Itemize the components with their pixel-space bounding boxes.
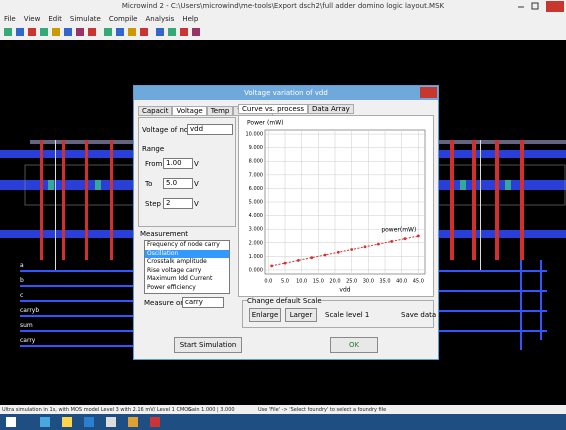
- scale-group: Change default Scale Enlarge Larger Scal…: [242, 300, 434, 328]
- list-item[interactable]: Power efficiency: [145, 284, 229, 293]
- from-input[interactable]: 1.00: [163, 158, 193, 169]
- voltage-panel: Voltage of node vdd Range From 1.00 V To…: [138, 117, 236, 227]
- menu-item[interactable]: Simulate: [70, 14, 101, 25]
- x-tick-label: 35.0: [379, 279, 390, 285]
- node-label: b: [20, 277, 39, 292]
- menu-item[interactable]: Analysis: [145, 14, 174, 25]
- data-point: [270, 264, 273, 267]
- data-point: [310, 256, 313, 259]
- start-button[interactable]: Start Simulation: [174, 337, 242, 353]
- to-input[interactable]: 5.0: [163, 178, 193, 189]
- scale-label: Change default Scale: [247, 297, 322, 305]
- tab[interactable]: Temp: [207, 106, 234, 116]
- save-data[interactable]: Save data: [401, 311, 436, 319]
- y-tick-label: 5.000: [249, 200, 263, 206]
- to-label: To: [145, 180, 152, 188]
- y-axis-label: Power (mW): [247, 120, 284, 127]
- x-tick-label: 5.0: [281, 279, 289, 285]
- from-label: From: [145, 160, 162, 168]
- list-item[interactable]: Frequency of node carry: [145, 241, 229, 250]
- series-label: power(mW): [381, 226, 416, 233]
- tab[interactable]: Curve vs. process: [238, 104, 308, 114]
- status-right: Use 'File' -> 'Select foundry' to select…: [258, 406, 386, 414]
- dialog-title: Voltage variation of vdd: [134, 86, 438, 100]
- measure-on-select[interactable]: carry: [182, 297, 224, 308]
- x-tick-label: 40.0: [396, 279, 407, 285]
- x-tick-label: 10.0: [296, 279, 307, 285]
- y-tick-label: 1.000: [249, 254, 263, 260]
- y-tick-label: 8.000: [249, 159, 263, 165]
- tab[interactable]: Capacit: [138, 106, 172, 116]
- y-tick-label: 0.000: [249, 267, 263, 273]
- tab[interactable]: Voltage: [172, 106, 206, 116]
- menu-item[interactable]: Help: [182, 14, 198, 25]
- unit: V: [194, 180, 199, 188]
- x-tick-label: 0.0: [264, 279, 272, 285]
- tab[interactable]: Data Array: [308, 104, 354, 114]
- window-title: Microwind 2 - C:\Users\microwind\me-tool…: [0, 0, 566, 13]
- step-input[interactable]: 2: [163, 198, 193, 209]
- list-item[interactable]: Rise voltage carry: [145, 267, 229, 276]
- node-select[interactable]: vdd: [187, 124, 233, 135]
- larger-button[interactable]: Larger: [285, 308, 317, 322]
- data-point: [364, 245, 367, 248]
- list-item[interactable]: Crosstalk amplitude: [145, 258, 229, 267]
- x-tick-label: 45.0: [413, 279, 424, 285]
- menu-item[interactable]: Edit: [48, 14, 62, 25]
- data-point: [324, 254, 327, 257]
- ok-button[interactable]: OK: [330, 337, 378, 353]
- y-tick-label: 9.000: [249, 145, 263, 151]
- x-axis-label: vdd: [339, 287, 350, 294]
- x-tick-label: 30.0: [363, 279, 374, 285]
- data-point: [417, 235, 420, 238]
- data-point: [284, 262, 287, 265]
- y-tick-label: 3.000: [249, 227, 263, 233]
- menu-item[interactable]: File: [4, 14, 16, 25]
- data-point: [337, 251, 340, 254]
- x-tick-label: 25.0: [346, 279, 357, 285]
- menu-item[interactable]: Compile: [109, 14, 138, 25]
- menu-item[interactable]: View: [24, 14, 41, 25]
- menu-bar: File View Edit Simulate Compile Analysis Help: [4, 14, 206, 25]
- node-label: sum: [20, 322, 39, 337]
- node-label: carryb: [20, 307, 39, 322]
- x-tick-label: 20.0: [329, 279, 340, 285]
- range-label: Range: [142, 145, 164, 153]
- dialog-close[interactable]: [420, 87, 437, 98]
- data-point: [377, 243, 380, 246]
- node-label: c: [20, 292, 39, 307]
- y-tick-label: 6.000: [249, 186, 263, 192]
- y-tick-label: 10.000: [246, 132, 264, 138]
- y-tick-label: 4.000: [249, 213, 263, 219]
- data-point: [404, 237, 407, 240]
- step-label: Step: [145, 200, 161, 208]
- status-left: Ultra simulation in 1s, with MOS model L…: [2, 406, 191, 414]
- unit: V: [194, 160, 199, 168]
- list-item[interactable]: Maximum Idd Current: [145, 275, 229, 284]
- node-label: carry: [20, 337, 39, 352]
- node-label: a: [20, 262, 39, 277]
- data-point: [297, 259, 300, 262]
- list-item[interactable]: Oscillation: [145, 250, 229, 259]
- data-point: [350, 248, 353, 251]
- unit: V: [194, 200, 199, 208]
- enlarge-button[interactable]: Enlarge: [249, 308, 281, 322]
- status-middle: Gain 1.000 | 3.000: [188, 406, 235, 414]
- measure-on-label: Measure on: [144, 299, 185, 307]
- y-tick-label: 2.000: [249, 240, 263, 246]
- y-tick-label: 7.000: [249, 172, 263, 178]
- data-point: [390, 240, 393, 243]
- measurement-label: Measurement: [140, 230, 188, 238]
- app-window: Microwind 2 - C:\Users\microwind\me-tool…: [0, 0, 566, 430]
- scale-level: Scale level 1: [325, 311, 369, 319]
- x-tick-label: 15.0: [313, 279, 324, 285]
- chart: Power (mW) vdd 0.000 1.000 2.000 3.000 4.000 5.…: [238, 115, 434, 297]
